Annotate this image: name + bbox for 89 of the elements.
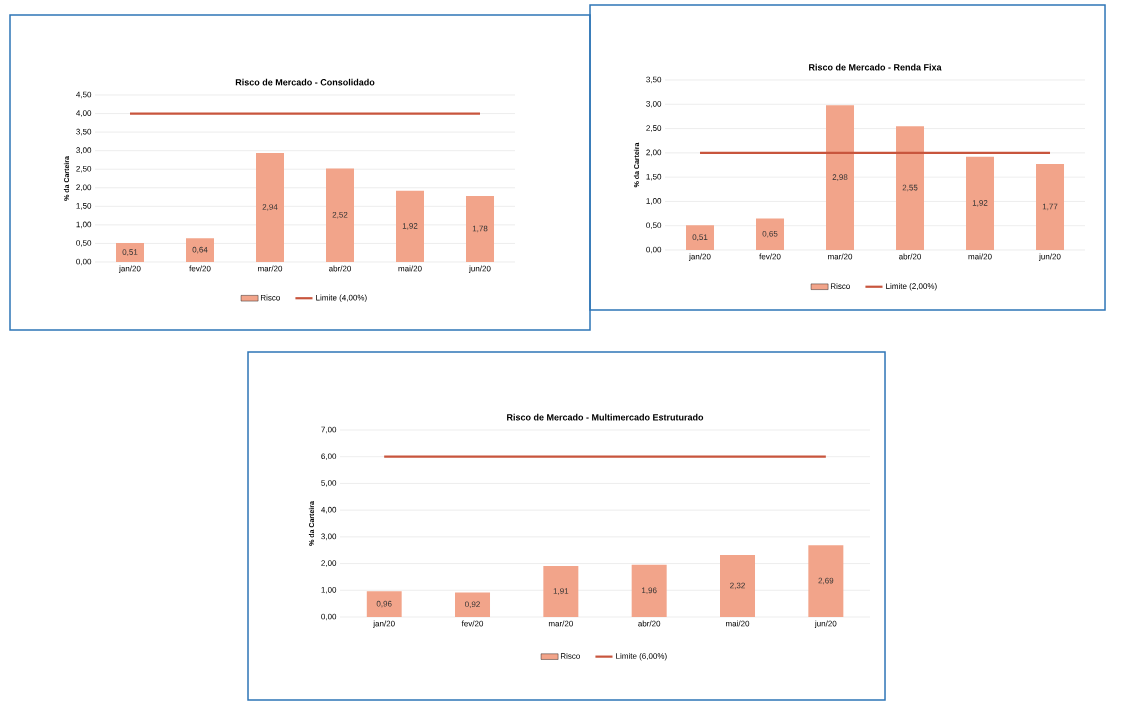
y-tick-label: 2,50	[76, 165, 92, 173]
chart-title: Risco de Mercado - Consolidado	[235, 78, 375, 86]
y-tick-label: 0,00	[321, 613, 337, 621]
bar	[720, 555, 756, 617]
bar	[116, 243, 145, 262]
y-tick-label: 3,00	[76, 147, 92, 154]
y-tick-label: 0,50	[76, 240, 92, 247]
x-tick-label: mai/20	[968, 253, 992, 260]
x-tick-label: abr/20	[899, 253, 922, 260]
x-tick-label: abr/20	[638, 620, 661, 627]
y-tick-label: 3,00	[646, 100, 662, 108]
y-tick-label: 2,00	[321, 560, 337, 567]
bar	[326, 168, 354, 262]
x-tick-label: jun/20	[814, 620, 837, 628]
bar	[756, 218, 785, 250]
y-tick-label: 5,00	[321, 480, 337, 487]
y-tick-label: 4,00	[321, 506, 337, 514]
y-tick-label: 4,00	[76, 110, 92, 117]
bar	[256, 152, 284, 262]
bar	[631, 564, 667, 617]
legend-label: Risco	[830, 283, 850, 289]
bar	[466, 195, 495, 262]
x-tick-label: fev/20	[759, 253, 781, 260]
data-label: 1,91	[553, 588, 569, 595]
y-tick-label: 3,50	[646, 76, 662, 84]
bar	[366, 591, 402, 617]
x-tick-label: mai/20	[398, 265, 422, 272]
data-label: 2,94	[262, 204, 278, 211]
bar	[1036, 164, 1065, 250]
bar	[455, 592, 491, 617]
y-tick-label: 1,50	[646, 173, 662, 181]
y-tick-label: 0,50	[646, 222, 662, 230]
data-label: 2,69	[818, 577, 834, 585]
legend-label: Limite (4,00%)	[316, 294, 367, 303]
y-tick-label: 1,00	[76, 221, 92, 229]
bar	[686, 225, 715, 250]
bar	[186, 238, 214, 262]
data-label: 1,92	[972, 200, 988, 207]
x-tick-label: jan/20	[373, 620, 395, 628]
y-tick-label: 0,00	[76, 258, 92, 266]
bar	[396, 190, 424, 262]
x-tick-label: jan/20	[118, 265, 141, 273]
data-label: 2,98	[832, 174, 848, 181]
bar	[543, 565, 579, 617]
data-label: 0,92	[465, 601, 480, 609]
bar	[808, 545, 844, 617]
y-tick-label: 2,50	[646, 125, 662, 132]
x-tick-label: jun/20	[468, 265, 491, 273]
data-label: 0,96	[376, 600, 392, 608]
data-label: 0,65	[762, 230, 778, 238]
bar	[896, 126, 925, 250]
legend-label: Limite (2,00%)	[886, 283, 937, 291]
y-tick-label: 1,00	[321, 586, 337, 594]
data-label: 1,96	[642, 587, 657, 595]
data-label: 0,64	[192, 246, 208, 254]
x-tick-label: fev/20	[461, 620, 484, 627]
data-label: 0,51	[692, 234, 708, 241]
x-tick-label: abr/20	[329, 265, 352, 272]
y-tick-label: 6,00	[321, 453, 337, 461]
data-label: 2,52	[332, 211, 348, 219]
x-tick-label: mar/20	[548, 620, 573, 627]
y-tick-label: 2,00	[646, 149, 662, 157]
y-tick-label: 1,50	[76, 203, 92, 210]
data-label: 2,32	[730, 582, 745, 590]
legend-label: Risco	[560, 652, 580, 659]
bar	[966, 156, 995, 250]
y-tick-label: 4,50	[76, 91, 92, 99]
legend-label: Limite (6,00%)	[616, 652, 667, 661]
y-tick-label: 1,00	[646, 198, 662, 205]
y-tick-label: 0,00	[646, 246, 662, 254]
x-tick-label: jun/20	[1038, 253, 1061, 261]
y-tick-label: 2,00	[76, 184, 92, 192]
legend-label: Risco	[260, 294, 280, 301]
x-tick-label: mai/20	[726, 620, 750, 627]
chart-title: Risco de Mercado - Multimercado Estruturado	[507, 413, 704, 421]
x-tick-label: mar/20	[258, 265, 283, 272]
x-tick-label: mar/20	[828, 253, 853, 260]
chart-title: Risco de Mercado - Renda Fixa	[809, 63, 942, 71]
data-label: 0,51	[122, 249, 138, 256]
data-label: 1,78	[472, 225, 488, 233]
x-tick-label: jan/20	[688, 253, 711, 261]
y-tick-label: 3,00	[321, 533, 337, 541]
x-tick-label: fev/20	[189, 265, 211, 272]
y-tick-label: 3,50	[76, 128, 92, 136]
data-label: 1,77	[1042, 203, 1058, 211]
y-tick-label: 7,00	[321, 426, 337, 434]
data-label: 1,92	[402, 223, 418, 230]
data-label: 2,55	[902, 184, 918, 192]
bar	[826, 105, 855, 250]
